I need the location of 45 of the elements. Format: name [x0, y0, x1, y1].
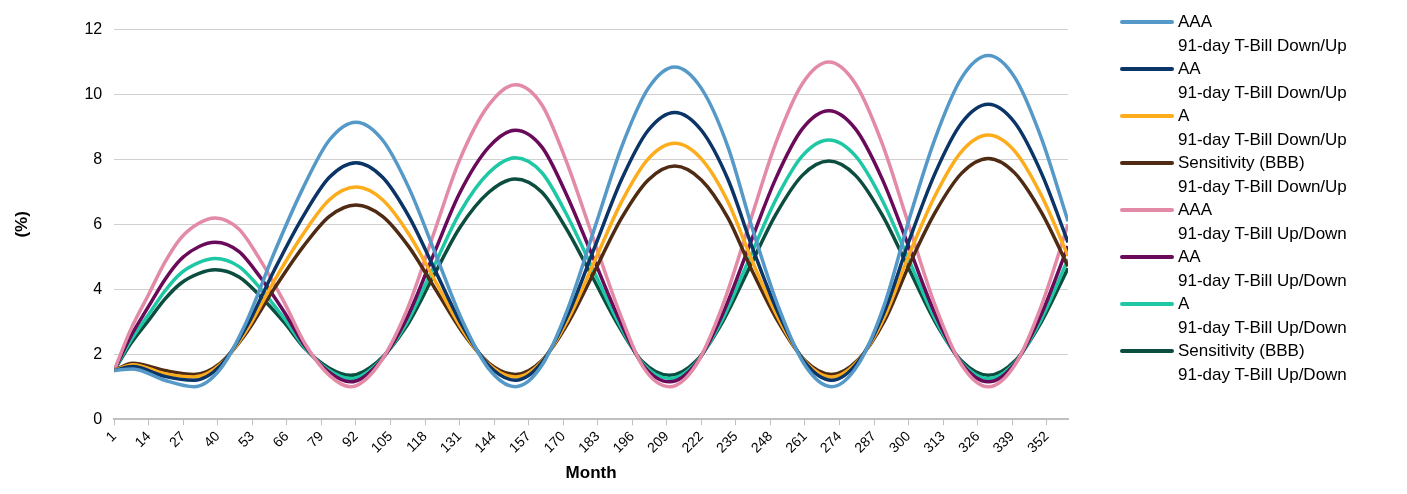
y-tick-label: 6 — [93, 214, 103, 232]
x-tick-label: 27 — [165, 427, 189, 451]
x-tick-label: 326 — [954, 427, 983, 456]
x-tick-label: 79 — [303, 427, 327, 451]
x-tick-label: 235 — [712, 427, 741, 456]
x-tick-label: 248 — [747, 427, 776, 456]
x-tick-label: 313 — [920, 427, 949, 456]
x-axis-title: Month — [565, 463, 617, 483]
y-tick-label: 12 — [84, 20, 103, 38]
legend-label: Sensitivity (BBB) 91-day T-Bill Up/Down — [1178, 340, 1347, 386]
y-axis-title: (%) — [11, 211, 31, 238]
x-tick-label: 170 — [540, 427, 569, 456]
x-tick-label: 196 — [609, 427, 638, 456]
x-tick-label: 183 — [574, 427, 603, 456]
x-tick-label: 261 — [781, 427, 810, 456]
legend-label: A 91-day T-Bill Down/Up — [1178, 105, 1347, 151]
x-tick-label: 66 — [269, 427, 292, 451]
legend-label: A 91-day T-Bill Up/Down — [1178, 293, 1347, 339]
x-tick-label: 92 — [338, 427, 361, 451]
legend-label: AA 91-day T-Bill Down/Up — [1178, 58, 1347, 104]
y-tick-label: 4 — [93, 279, 103, 297]
x-tick-label: 300 — [885, 427, 914, 456]
x-tick-label: 144 — [471, 427, 500, 456]
legend-label: AA 91-day T-Bill Up/Down — [1178, 246, 1347, 292]
legend-label: Sensitivity (BBB) 91-day T-Bill Down/Up — [1178, 152, 1347, 198]
y-tick-label: 8 — [93, 149, 103, 167]
x-tick-label: 131 — [436, 427, 465, 456]
y-tick-label: 2 — [93, 344, 103, 362]
x-tick-label: 339 — [989, 427, 1018, 456]
x-tick-label: 14 — [131, 427, 154, 451]
x-tick-label: 40 — [200, 427, 223, 451]
x-tick-label: 1 — [102, 427, 120, 445]
legend-label: AAA 91-day T-Bill Down/Up — [1178, 11, 1347, 57]
x-tick-label: 157 — [505, 427, 534, 456]
x-tick-label: 118 — [402, 427, 431, 455]
y-tick-label: 10 — [84, 84, 103, 102]
y-tick-label: 0 — [93, 409, 103, 427]
x-tick-label: 105 — [367, 427, 396, 456]
x-tick-label: 287 — [851, 427, 880, 456]
x-tick-label: 209 — [643, 427, 672, 456]
x-tick-label: 352 — [1023, 427, 1052, 456]
x-tick-label: 53 — [234, 427, 258, 451]
legend-label: AAA 91-day T-Bill Up/Down — [1178, 199, 1347, 245]
x-tick-label: 222 — [678, 427, 707, 456]
x-tick-label: 274 — [816, 427, 845, 456]
